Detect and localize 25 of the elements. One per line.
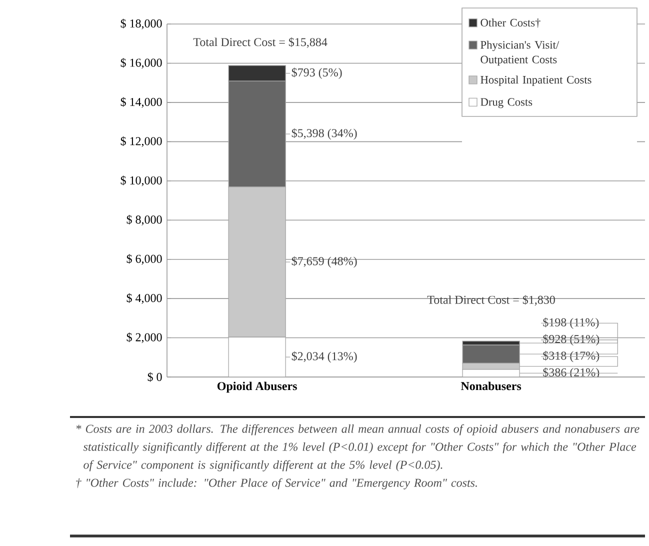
y-tick-label: $ 18,000 — [120, 18, 162, 30]
y-tick-label: $ 2,000 — [126, 332, 162, 344]
text: † "Other Costs" include: "Other Place of Service" and "Emergency Room" costs. — [76, 478, 477, 490]
total-label: Total Direct Cost = $15,884 — [193, 37, 328, 48]
y-tick-label: $ 0 — [148, 372, 162, 382]
total-label: Total Direct Cost = $1,830 — [427, 295, 555, 306]
x-tick-label: Opioid Abusers — [217, 382, 297, 393]
legend-label: Other Costs† — [480, 18, 540, 28]
data-label: $318 (17%) — [543, 350, 600, 362]
data-label: $793 (5%) — [292, 68, 342, 79]
data-label: $5,398 (34%) — [292, 128, 357, 140]
y-tick-label: $ 16,000 — [120, 58, 162, 68]
data-label: $7,659 (48%) — [292, 256, 357, 268]
x-tick-label: Nonabusers — [460, 382, 522, 390]
y-tick-label: $ 12,000 — [120, 136, 162, 147]
y-tick-label: $ 8,000 — [126, 214, 162, 226]
y-tick-label: $ 4,000 — [126, 293, 162, 304]
legend-label: Drug Costs — [480, 98, 532, 108]
legend-label: Physician's Visit/ Outpatient Costs — [480, 40, 560, 66]
text: * Costs are in 2003 dollars. The differences between all mean annual costs of opioid abusers and nonabusers are statistically significantly different at the 1% level (P<0.01) except for "Other Costs" for which the "Other Place of Service" component is significantly different at the 5% level (P<0.05). — [76, 424, 640, 472]
y-tick-label: $ 6,000 — [126, 254, 162, 265]
legend-label: Hospital Inpatient Costs — [480, 76, 592, 86]
y-tick-label: $ 10,000 — [120, 176, 162, 186]
y-tick-label: $ 14,000 — [120, 97, 162, 108]
data-label: $2,034 (13%) — [292, 351, 357, 363]
